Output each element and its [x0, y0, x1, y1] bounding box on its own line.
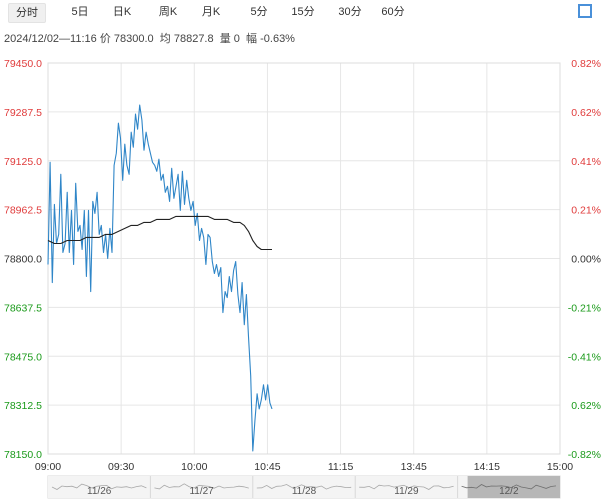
y-tick-label: 79125.0 — [4, 156, 42, 168]
navigator-inactive-area — [48, 476, 468, 498]
navigator-trace — [154, 483, 249, 490]
info-change-label: 幅 — [246, 33, 258, 45]
info-change: -0.63% — [260, 33, 295, 45]
y-right-tick-label: 0.82% — [571, 58, 601, 70]
navigator-date-label: 11/26 — [87, 486, 112, 497]
info-price: 78300.0 — [113, 33, 154, 45]
tab-5[interactable]: 月K — [201, 6, 221, 18]
info-volume: 0 — [233, 33, 240, 45]
x-tick-label: 09:00 — [35, 461, 61, 473]
info-avg-label: 均 — [159, 33, 171, 45]
y-right-tick-label: -0.41% — [568, 351, 601, 363]
x-tick-label: 10:45 — [254, 461, 280, 473]
tab-6[interactable]: 5分 — [250, 6, 268, 18]
info-datetime: 2024/12/02—11:16 — [4, 33, 97, 45]
x-tick-label: 14:15 — [474, 461, 500, 473]
navigator-trace — [359, 484, 454, 490]
tab-4[interactable]: 周K — [158, 6, 178, 18]
info-price-label: 价 — [99, 33, 111, 45]
x-tick-label: 10:00 — [181, 461, 207, 473]
navigator-trace — [51, 483, 147, 490]
y-tick-label: 78475.0 — [4, 351, 42, 363]
y-tick-label: 79450.0 — [4, 58, 42, 70]
quote-info-bar: 2024/12/02—11:16 价 78300.0 均 78827.8 量 0… — [4, 30, 295, 46]
tab-8[interactable]: 30分 — [338, 6, 362, 18]
tab-7[interactable]: 15分 — [291, 6, 315, 18]
navigator-date-label: 11/27 — [189, 486, 214, 497]
navigator-selection — [467, 476, 560, 498]
y-right-tick-label: 0.62% — [571, 400, 601, 412]
tab-2[interactable]: 5日 — [71, 6, 89, 18]
price-line — [47, 104, 273, 452]
info-avg: 78827.8 — [173, 33, 214, 45]
navigator-date-label: 11/29 — [394, 486, 419, 497]
fullscreen-icon[interactable] — [578, 4, 592, 18]
tab-9[interactable]: 60分 — [381, 6, 405, 18]
tab-3[interactable]: 日K — [112, 6, 132, 18]
y-tick-label: 78312.5 — [4, 400, 42, 412]
y-right-tick-label: 0.62% — [571, 107, 601, 119]
y-right-tick-label: 0.00% — [571, 254, 601, 266]
y-tick-label: 78800.0 — [4, 254, 42, 266]
average-line — [47, 215, 272, 251]
x-tick-label: 15:00 — [547, 461, 573, 473]
navigator-trace — [461, 484, 557, 490]
x-tick-label: 11:15 — [328, 461, 354, 473]
navigator-date-label: 11/28 — [292, 486, 317, 497]
navigator-date-label: 12/2 — [499, 486, 519, 497]
y-tick-label: 78962.5 — [4, 205, 42, 217]
y-right-tick-label: 0.21% — [571, 205, 601, 217]
x-tick-label: 09:30 — [108, 461, 134, 473]
y-right-tick-label: 0.41% — [571, 156, 601, 168]
period-tabs: 分时 5日 日K 周K 月K 5分 15分 30分 60分 — [0, 0, 606, 24]
y-tick-label: 78150.0 — [4, 449, 42, 461]
x-tick-label: 13:45 — [401, 461, 427, 473]
y-right-tick-label: -0.21% — [568, 302, 601, 314]
y-right-tick-label: -0.82% — [568, 449, 601, 461]
y-tick-label: 79287.5 — [4, 107, 42, 119]
navigator-trace — [256, 484, 352, 490]
info-volume-label: 量 — [219, 33, 231, 45]
tab-1[interactable]: 分时 — [8, 3, 46, 23]
y-tick-label: 78637.5 — [4, 302, 42, 314]
